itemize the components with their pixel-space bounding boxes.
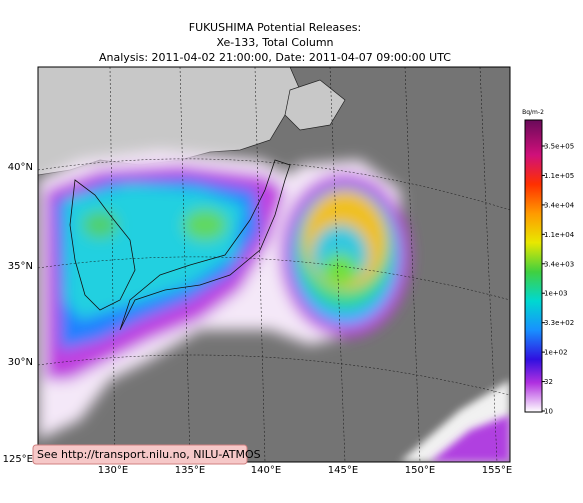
lat-label: 40°N: [8, 162, 33, 173]
lon-label: 155°E: [482, 465, 512, 476]
lat-label: 30°N: [8, 357, 33, 368]
colorbar-label: 3.4e+03: [544, 260, 574, 268]
lon-label: 135°E: [175, 465, 205, 476]
colorbar: [524, 119, 543, 413]
colorbar-label: 32: [544, 378, 553, 386]
coast: [119, 159, 291, 331]
lon-label: 140°E: [251, 465, 281, 476]
plume: [430, 415, 510, 462]
coast: [69, 179, 136, 311]
colorbar-label: 1.1e+05: [544, 172, 574, 180]
land: [284, 79, 346, 131]
lon-label: 130°E: [98, 465, 128, 476]
colorbar-units: Bq/m-2: [522, 109, 544, 116]
lat-label: 35°N: [8, 261, 33, 272]
plume: [38, 150, 410, 440]
note-box: [32, 444, 248, 465]
subtitle: Xe-133, Total Column: [216, 36, 333, 49]
map: [38, 67, 510, 462]
colorbar-label: 1e+02: [544, 349, 568, 357]
colorbar-label: 1.1e+04: [544, 231, 575, 239]
note: See http://transport.nilu.no, NILU-ATMOS: [37, 448, 261, 461]
lat-label: 125°E: [3, 454, 33, 465]
title: FUKUSHIMA Potential Releases:: [189, 21, 361, 34]
colorbar-label: 3.5e+05: [544, 143, 574, 151]
analysis: Analysis: 2011-04-02 21:00:00, Date: 201…: [99, 51, 451, 64]
colorbar-label: 10: [544, 408, 553, 416]
lon-label: 150°E: [405, 465, 435, 476]
map-frame: [37, 66, 511, 463]
colorbar-label: 3.4e+04: [544, 201, 575, 209]
colorbar-label: 1e+03: [544, 290, 568, 298]
lon-label: 145°E: [328, 465, 358, 476]
colorbar-label: 3.3e+02: [544, 319, 574, 327]
graticule: [38, 67, 510, 462]
